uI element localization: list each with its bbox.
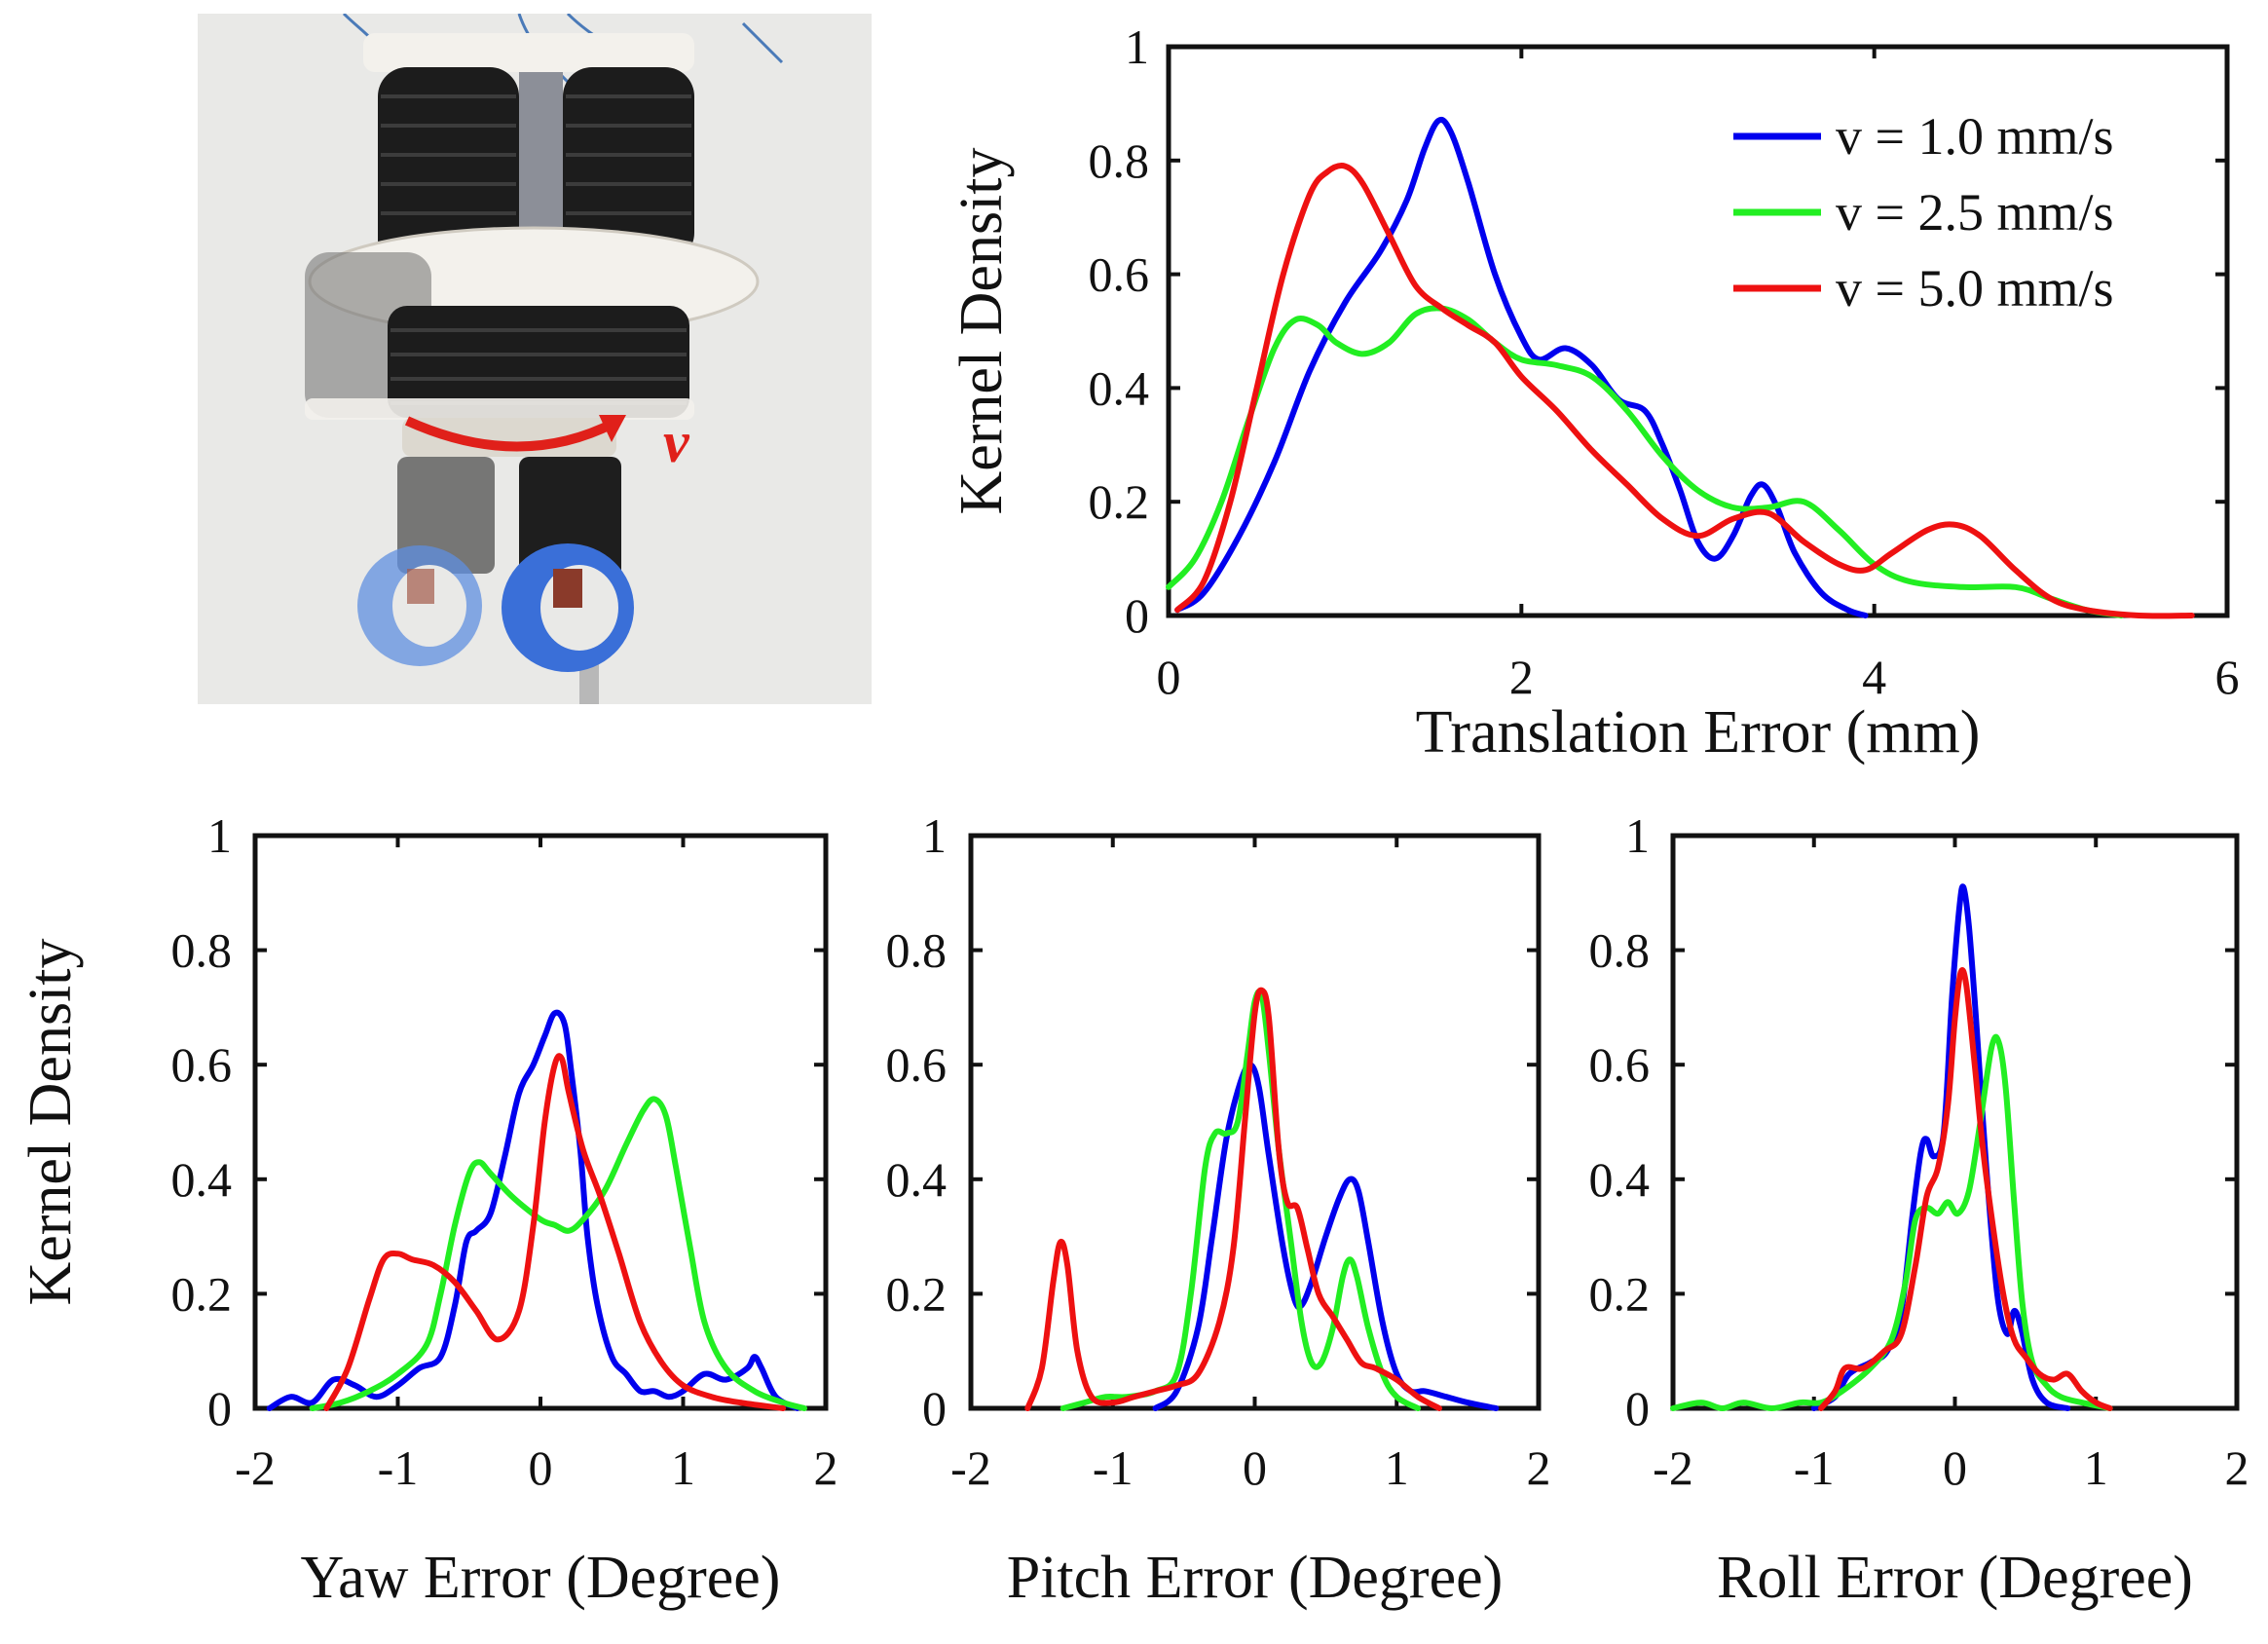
velocity-label: v — [663, 410, 690, 474]
pitch-xtick-label: -2 — [950, 1440, 991, 1495]
translation-ylabel: Kernel Density — [948, 147, 1015, 514]
translation-xtick-label: 6 — [2215, 650, 2240, 704]
roll-ytick-label: 0.2 — [1589, 1266, 1651, 1321]
translation-ytick-label: 0.2 — [1089, 474, 1150, 529]
roll-xtick-label: -2 — [1653, 1440, 1693, 1495]
yaw-xtick-label: 2 — [814, 1440, 838, 1495]
yaw-ytick-label: 0.6 — [171, 1037, 233, 1092]
yaw-series-line-v5-0 — [323, 1053, 787, 1411]
translation-chart: 0 0.2 0.4 0.6 0.8 1 0 2 4 6 Translation Error (mm)… — [948, 19, 2240, 766]
pitch-xtick-label: -1 — [1093, 1440, 1134, 1495]
roll-xlabel: Roll Error (Degree) — [1717, 1545, 2193, 1611]
translation-ytick-label: 0.6 — [1089, 247, 1150, 302]
upper-bellows — [363, 33, 694, 272]
yaw-xtick-label: 1 — [671, 1440, 695, 1495]
yaw-ylabel: Kernel Density — [18, 938, 84, 1305]
translation-xtick-label: 4 — [1862, 650, 1886, 704]
pitch-axes-box — [968, 833, 1542, 1411]
velocity-arrowhead — [599, 415, 626, 442]
roll-ytick-label: 0.4 — [1589, 1152, 1651, 1207]
legend-entry-1: v = 1.0 mm/s — [1836, 107, 2113, 166]
tape-rolls — [357, 543, 634, 672]
pitch-series-line-v5-0 — [1024, 987, 1442, 1411]
pitch-ytick-label: 0.4 — [886, 1152, 948, 1207]
translation-series-line-v2-5 — [1166, 305, 2125, 618]
yaw-axes-box — [252, 833, 829, 1411]
roll-xtick-label: 1 — [2084, 1440, 2108, 1495]
roll-axes-box — [1670, 833, 2240, 1411]
robot-photo: v — [198, 14, 872, 704]
roll-series-line-v2-5 — [1670, 1033, 2113, 1411]
yaw-ytick-label: 0.8 — [171, 923, 233, 978]
translation-ytick-label: 0.4 — [1089, 360, 1150, 415]
yaw-ytick-label: 1 — [207, 808, 232, 863]
translation-ytick-label: 1 — [1125, 19, 1149, 74]
velocity-arrow — [404, 416, 617, 452]
roll-series-line-v5-0 — [1818, 967, 2113, 1411]
pitch-chart: 0 0.2 0.4 0.6 0.8 1 -2 -1 0 1 2 Pitch Error (Degree… — [886, 808, 1551, 1611]
roll-xtick-label: -1 — [1794, 1440, 1835, 1495]
legend-entry-3: v = 5.0 mm/s — [1836, 259, 2113, 318]
yaw-xtick-label: -2 — [235, 1440, 276, 1495]
yaw-xlabel: Yaw Error (Degree) — [301, 1545, 781, 1611]
roll-xtick-label: 0 — [1943, 1440, 1967, 1495]
pitch-xlabel: Pitch Error (Degree) — [1007, 1545, 1504, 1611]
translation-ytick-label: 0.8 — [1089, 133, 1150, 188]
translation-xlabel: Translation Error (mm) — [1416, 699, 1981, 766]
translation-xtick-label: 2 — [1509, 650, 1534, 704]
pitch-ytick-label: 0.8 — [886, 923, 948, 978]
yaw-xtick-label: 0 — [529, 1440, 553, 1495]
yaw-series-line-v2-5 — [309, 1096, 807, 1411]
roll-chart: 0 0.2 0.4 0.6 0.8 1 -2 -1 0 1 2 Roll Error (Degree) — [1589, 808, 2249, 1611]
pitch-xtick-label: 0 — [1243, 1440, 1267, 1495]
roll-ytick-label: 0.8 — [1589, 923, 1651, 978]
pitch-series-line-v2-5 — [1060, 989, 1422, 1411]
roll-ytick-label: 0 — [1625, 1381, 1650, 1436]
yaw-series-line-v1-0 — [266, 1009, 800, 1411]
translation-axes-box — [1166, 44, 2230, 618]
yaw-ytick-label: 0.4 — [171, 1152, 233, 1207]
pitch-ytick-label: 0 — [922, 1381, 947, 1436]
translation-xtick-label: 0 — [1157, 650, 1181, 704]
lower-plate — [305, 398, 694, 420]
pitch-xtick-label: 2 — [1527, 1440, 1551, 1495]
translation-series-line-v5-0 — [1174, 163, 2195, 619]
pitch-ytick-label: 0.2 — [886, 1266, 948, 1321]
pitch-ytick-label: 1 — [922, 808, 947, 863]
legend-entry-2: v = 2.5 mm/s — [1836, 183, 2113, 242]
translation-series-line-v1-0 — [1174, 117, 1869, 618]
roll-xtick-label: 2 — [2225, 1440, 2249, 1495]
pitch-xtick-label: 1 — [1385, 1440, 1409, 1495]
roll-ytick-label: 0.6 — [1589, 1037, 1651, 1092]
pitch-ytick-label: 0.6 — [886, 1037, 948, 1092]
translation-ytick-label: 0 — [1125, 588, 1149, 643]
yaw-ytick-label: 0 — [207, 1381, 232, 1436]
yaw-xtick-label: -1 — [378, 1440, 419, 1495]
yaw-ytick-label: 0.2 — [171, 1266, 233, 1321]
roll-ytick-label: 1 — [1625, 808, 1650, 863]
yaw-chart: 0 0.2 0.4 0.6 0.8 1 -2 -1 0 1 2 Yaw Error (Degree) K… — [18, 808, 838, 1611]
translation-legend: v = 1.0 mm/s v = 2.5 mm/s v = 5.0 mm/s — [1733, 107, 2113, 318]
